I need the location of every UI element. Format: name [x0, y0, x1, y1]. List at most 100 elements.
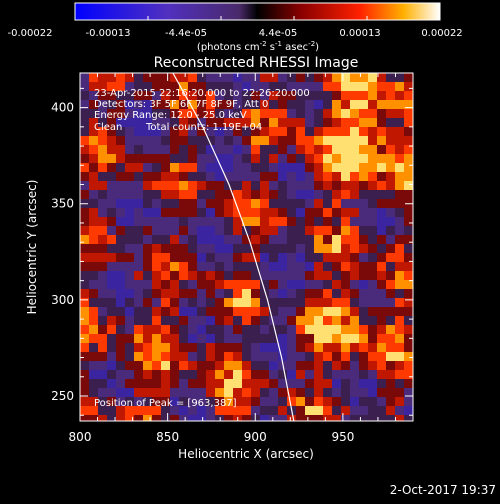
heatmap-cell: [278, 253, 288, 263]
heatmap-cell: [143, 406, 153, 416]
heatmap-cell: [323, 307, 333, 317]
heatmap-cell: [377, 253, 387, 263]
heatmap-cell: [206, 190, 216, 200]
heatmap-cell: [386, 208, 396, 218]
heatmap-cell: [323, 244, 333, 254]
heatmap-cell: [332, 82, 342, 92]
heatmap-cell: [350, 289, 360, 299]
heatmap-cell: [215, 154, 225, 164]
heatmap-cell: [287, 163, 297, 173]
x-tick-label: 850: [156, 430, 179, 444]
heatmap-cell: [377, 406, 387, 416]
heatmap-cell: [143, 172, 153, 182]
heatmap-cell: [341, 154, 351, 164]
heatmap-cell: [359, 280, 369, 290]
heatmap-cell: [161, 82, 171, 92]
heatmap-cell: [278, 100, 288, 110]
heatmap-cell: [89, 91, 99, 101]
heatmap-cell: [368, 100, 378, 110]
heatmap-cell: [98, 100, 108, 110]
heatmap-cell: [215, 127, 225, 137]
heatmap-cell: [242, 415, 252, 421]
heatmap-cell: [188, 145, 198, 155]
heatmap-cell: [359, 262, 369, 272]
heatmap-cell: [224, 73, 234, 83]
heatmap-cell: [206, 253, 216, 263]
heatmap-cell: [341, 370, 351, 380]
heatmap-cell: [170, 154, 180, 164]
heatmap-cell: [359, 109, 369, 119]
heatmap-cell: [215, 226, 225, 236]
heatmap-cell: [107, 109, 117, 119]
heatmap-cell: [278, 325, 288, 335]
heatmap-cell: [251, 199, 261, 209]
heatmap-cell: [242, 136, 252, 146]
heatmap-cell: [314, 352, 324, 362]
heatmap-cell: [98, 217, 108, 227]
heatmap-cell: [170, 379, 180, 389]
heatmap-cell: [404, 244, 413, 254]
heatmap-cell: [224, 289, 234, 299]
heatmap-cell: [107, 262, 117, 272]
heatmap-cell: [80, 208, 90, 218]
heatmap-cell: [98, 298, 108, 308]
heatmap-cell: [134, 118, 144, 128]
heatmap-cell: [287, 289, 297, 299]
heatmap-cell: [359, 217, 369, 227]
heatmap-cell: [107, 235, 117, 245]
heatmap-cell: [332, 73, 342, 83]
heatmap-cell: [269, 334, 279, 344]
heatmap-cell: [89, 415, 99, 421]
heatmap-cell: [251, 298, 261, 308]
heatmap-cell: [197, 73, 207, 83]
heatmap-cell: [143, 334, 153, 344]
heatmap-cell: [206, 127, 216, 137]
heatmap-cell: [188, 352, 198, 362]
heatmap-cell: [116, 262, 126, 272]
heatmap-cell: [206, 415, 216, 421]
heatmap-cell: [116, 100, 126, 110]
heatmap-cell: [224, 154, 234, 164]
heatmap-cell: [287, 100, 297, 110]
heatmap-cell: [269, 181, 279, 191]
heatmap-cell: [233, 352, 243, 362]
heatmap-cell: [359, 73, 369, 83]
heatmap-cell: [260, 334, 270, 344]
heatmap-cell: [170, 226, 180, 236]
heatmap-cell: [161, 163, 171, 173]
heatmap-cell: [314, 244, 324, 254]
heatmap-cell: [197, 172, 207, 182]
heatmap-cell: [332, 181, 342, 191]
heatmap-cell: [269, 199, 279, 209]
heatmap-cell: [323, 397, 333, 407]
heatmap-cell: [305, 343, 315, 353]
heatmap-cell: [359, 334, 369, 344]
heatmap-cell: [206, 280, 216, 290]
heatmap-cell: [80, 145, 90, 155]
heatmap-cell: [368, 235, 378, 245]
heatmap-cell: [377, 226, 387, 236]
heatmap-cell: [80, 388, 90, 398]
heatmap-cell: [395, 226, 405, 236]
heatmap-cell: [278, 397, 288, 407]
heatmap-cell: [206, 91, 216, 101]
heatmap-cell: [152, 334, 162, 344]
heatmap-cell: [377, 163, 387, 173]
heatmap-cell: [80, 100, 90, 110]
heatmap-cell: [197, 298, 207, 308]
heatmap-cell: [323, 370, 333, 380]
heatmap-cell: [260, 379, 270, 389]
heatmap-cell: [395, 217, 405, 227]
heatmap-cell: [161, 298, 171, 308]
heatmap-cell: [323, 235, 333, 245]
heatmap-cell: [260, 181, 270, 191]
heatmap-cell: [188, 415, 198, 421]
heatmap-cell: [197, 316, 207, 326]
heatmap-cell: [341, 307, 351, 317]
heatmap-cell: [260, 154, 270, 164]
heatmap-cell: [188, 406, 198, 416]
heatmap-cell: [107, 154, 117, 164]
heatmap-cell: [323, 316, 333, 326]
heatmap-cell: [143, 244, 153, 254]
heatmap-cell: [170, 307, 180, 317]
